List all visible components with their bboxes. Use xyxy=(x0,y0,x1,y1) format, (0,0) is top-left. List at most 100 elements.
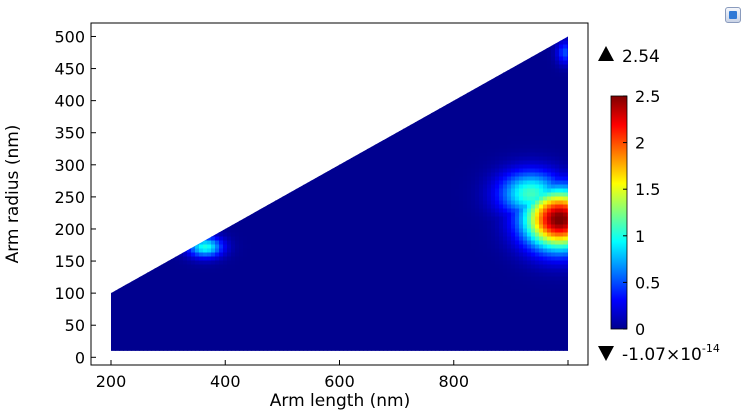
heatmap-cell xyxy=(339,180,344,186)
heatmap-cell xyxy=(231,256,236,262)
heatmap-cell xyxy=(147,280,152,286)
heatmap-cell xyxy=(359,184,364,190)
heatmap-cell xyxy=(315,216,320,222)
heatmap-cell xyxy=(259,336,264,342)
heatmap-cell xyxy=(215,308,220,314)
heatmap-cell xyxy=(351,336,356,342)
heatmap-cell xyxy=(343,292,348,298)
heatmap-cell xyxy=(259,264,264,270)
heatmap-cell xyxy=(343,192,348,198)
heatmap-cell xyxy=(339,260,344,266)
heatmap-cell xyxy=(279,268,284,274)
heatmap-cell xyxy=(259,228,264,234)
heatmap-cell xyxy=(295,316,300,322)
heatmap-cell xyxy=(227,336,232,342)
heatmap-cell xyxy=(263,268,268,274)
heatmap-cell xyxy=(279,216,284,222)
heatmap-cell xyxy=(219,288,224,294)
heatmap-cell xyxy=(291,316,296,322)
heatmap-cell xyxy=(143,272,148,278)
heatmap-cell xyxy=(283,228,288,234)
heatmap-cell xyxy=(323,336,328,342)
heatmap-cell xyxy=(355,268,360,274)
heatmap-cell xyxy=(315,316,320,322)
heatmap-cell xyxy=(223,308,228,314)
heatmap-cell xyxy=(199,280,204,286)
heatmap-cell xyxy=(243,252,248,258)
heatmap-cell xyxy=(323,344,328,350)
heatmap-cell xyxy=(351,236,356,242)
heatmap-cell xyxy=(247,276,252,282)
heatmap-cell xyxy=(215,272,220,278)
heatmap-cell xyxy=(355,336,360,342)
heatmap-cell xyxy=(143,292,148,298)
heatmap-cell xyxy=(159,272,164,278)
heatmap-cell xyxy=(239,248,244,254)
heatmap-cell xyxy=(295,204,300,210)
heatmap-cell xyxy=(339,324,344,330)
heatmap-cell xyxy=(279,220,284,226)
heatmap-cell xyxy=(135,288,140,294)
heatmap-cell xyxy=(331,344,336,350)
heatmap-cell xyxy=(291,324,296,330)
heatmap-cell xyxy=(259,328,264,334)
heatmap-cell xyxy=(203,260,208,266)
heatmap-cell xyxy=(343,212,348,218)
heatmap-cell xyxy=(307,280,312,286)
heatmap-cell xyxy=(159,348,164,351)
heatmap-cell xyxy=(307,324,312,330)
heatmap-cell xyxy=(231,300,236,306)
heatmap-cell xyxy=(315,256,320,262)
heatmap-cell xyxy=(239,328,244,334)
heatmap-cell xyxy=(111,340,116,346)
heatmap-cell xyxy=(187,264,192,270)
heatmap-cell xyxy=(267,280,272,286)
heatmap-cell xyxy=(343,288,348,294)
heatmap-cell xyxy=(175,316,180,322)
heatmap-cell xyxy=(119,296,124,302)
heatmap-cell xyxy=(263,260,268,266)
heatmap-cell xyxy=(239,224,244,230)
heatmap-cell xyxy=(299,200,304,206)
heatmap-cell xyxy=(307,272,312,278)
heatmap-cell xyxy=(355,164,360,170)
heatmap-cell xyxy=(203,284,208,290)
heatmap-cell xyxy=(235,324,240,330)
heatmap-cell xyxy=(355,200,360,206)
heatmap-cell xyxy=(187,260,192,266)
heatmap-cell xyxy=(355,300,360,306)
heatmap-cell xyxy=(239,344,244,350)
heatmap-cell xyxy=(155,312,160,318)
heatmap-cell xyxy=(355,296,360,302)
heatmap-cell xyxy=(319,216,324,222)
heatmap-cell xyxy=(171,272,176,278)
heatmap-cell xyxy=(279,224,284,230)
heatmap-cell xyxy=(147,344,152,350)
heatmap-cell xyxy=(263,204,268,210)
heatmap-cell xyxy=(191,320,196,326)
heatmap-cell xyxy=(299,224,304,230)
heatmap-cell xyxy=(287,224,292,230)
heatmap-cell xyxy=(303,232,308,238)
heatmap-cell xyxy=(259,320,264,326)
heatmap-cell xyxy=(319,300,324,306)
heatmap-cell xyxy=(343,336,348,342)
heatmap-cell xyxy=(275,216,280,222)
heatmap-cell xyxy=(303,252,308,258)
heatmap-cell xyxy=(191,272,196,278)
heatmap-cell xyxy=(283,208,288,214)
heatmap-cell xyxy=(327,212,332,218)
heatmap-cell xyxy=(203,324,208,330)
heatmap-cell xyxy=(307,336,312,342)
heatmap-cell xyxy=(335,308,340,314)
heatmap-cell xyxy=(335,236,340,242)
heatmap-cell xyxy=(263,272,268,278)
heatmap-cell xyxy=(279,276,284,282)
heatmap-cell xyxy=(239,308,244,314)
heatmap-cell xyxy=(359,320,364,326)
heatmap-cell xyxy=(127,320,132,326)
heatmap-cell xyxy=(355,184,360,190)
heatmap-cell xyxy=(335,208,340,214)
heatmap-cell xyxy=(303,260,308,266)
heatmap-cell xyxy=(239,228,244,234)
